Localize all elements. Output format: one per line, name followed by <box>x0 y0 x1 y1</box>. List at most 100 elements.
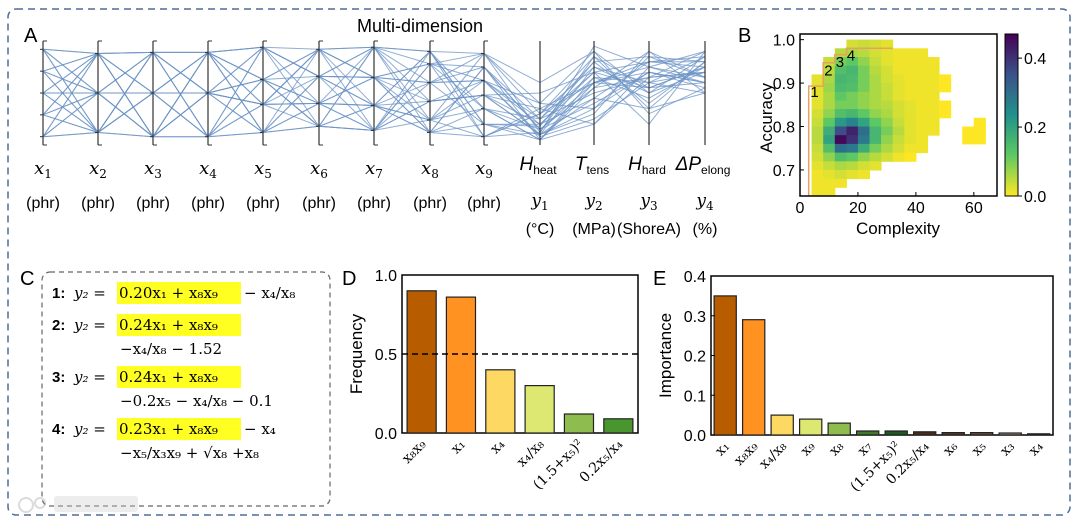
heatmap-cell <box>857 143 870 154</box>
heatmap-cell <box>892 65 905 75</box>
heatmap-cell <box>857 117 870 127</box>
heatmap-cell <box>811 178 824 188</box>
output-name: ΔP <box>675 154 702 175</box>
heatmap-cell <box>834 48 847 58</box>
x-tick-label: x₈x₉ <box>731 438 762 469</box>
equation-lhs: y₂ = <box>73 284 106 302</box>
panel-label-c: C <box>20 268 34 290</box>
heatmap-cell <box>915 135 928 145</box>
y-axis-label: Accuracy <box>757 83 776 153</box>
x-tick-label: x₈x₉ <box>399 436 430 467</box>
heatmap-cell <box>892 74 905 84</box>
bar <box>798 418 823 436</box>
heatmap-cell <box>927 126 940 136</box>
bar <box>998 432 1022 436</box>
heatmap-cell <box>881 39 894 49</box>
heatmap-cell <box>904 74 917 84</box>
symbol: x <box>34 158 44 179</box>
heatmap-cell <box>973 126 986 136</box>
heatmap-cell <box>904 109 917 119</box>
equation-lhs: y₂ = <box>73 316 106 334</box>
symbol-subscript: 4 <box>209 167 217 181</box>
heatmap-cell <box>857 169 870 180</box>
heatmap-cell <box>823 169 836 180</box>
input-symbol-label: x7 <box>365 158 383 181</box>
input-symbol-label: x2 <box>89 158 107 181</box>
bar <box>884 430 908 436</box>
pareto-point-label: 3 <box>836 54 844 71</box>
unit-label: (phr) <box>246 195 280 212</box>
heatmap-frame <box>799 33 998 197</box>
y-tick-label: 0.5 <box>375 347 397 364</box>
heatmap-cell <box>892 57 905 67</box>
heatmap-cell <box>846 100 859 110</box>
x-tick-label: x₃ <box>997 439 1018 460</box>
x-tick-label: 60 <box>965 200 983 217</box>
symbol: x <box>254 158 264 179</box>
y-tick-label: 0.0 <box>375 426 397 443</box>
heatmap-cell <box>973 117 986 127</box>
heatmap-cell <box>823 161 836 171</box>
heatmap-cell <box>881 91 894 101</box>
heatmap-cell <box>881 117 894 127</box>
symbol-subscript: 1 <box>44 167 52 181</box>
heatmap-cell <box>915 91 928 101</box>
equation-lhs: y₂ = <box>73 420 106 438</box>
heatmap-cell <box>857 100 870 110</box>
bar <box>713 295 737 436</box>
heatmap-ticks: 0 20 40 60 0.7 0.8 0.9 1.0 <box>773 33 983 217</box>
heatmap-cell <box>904 83 917 93</box>
heatmap-cell <box>892 135 905 145</box>
input-symbol-label: x1 <box>34 158 52 181</box>
output-name: H <box>628 154 642 175</box>
pareto-point-label: 1 <box>810 84 818 101</box>
heatmap-cell <box>904 91 917 101</box>
heatmap-cell <box>869 74 882 84</box>
heatmap-cell <box>823 152 836 162</box>
heatmap-cell <box>939 83 952 93</box>
output-name-label: ΔPelong <box>675 154 731 177</box>
output-symbol-label: y3 <box>639 191 657 213</box>
equation-rest: − x₄ <box>244 420 276 438</box>
heatmap-cell <box>892 83 905 93</box>
heatmap-cell <box>892 126 905 136</box>
heatmap-cell <box>927 100 940 110</box>
equation-highlighted-term: 0.23x₁ + x₈x₉ <box>119 420 218 438</box>
equations-box: 1: y₂ = 0.20x₁ + x₈x₉ − x₄/x₈ 2: y₂ = 0.24x₁ +… <box>41 271 331 507</box>
heatmap-plot: 12 3 4 0 20 40 60 0.7 0.8 0.9 1.0 Complexity Accu… <box>757 33 1046 238</box>
output-symbol-label: y2 <box>584 191 602 213</box>
heatmap-cell <box>892 100 905 110</box>
output-name: H <box>519 154 533 175</box>
symbol-subscript: 3 <box>650 199 658 213</box>
unit-label: (phr) <box>413 195 447 212</box>
heatmap-cell <box>846 83 859 93</box>
heatmap-cell <box>881 57 894 67</box>
heatmap-cell <box>892 152 905 162</box>
heatmap-cell <box>811 109 824 119</box>
unit-label: (phr) <box>191 195 225 212</box>
heatmap-cell <box>939 74 952 84</box>
heatmap-cell <box>834 65 847 75</box>
equation-2: 2: y₂ = 0.24x₁ + x₈x₉ −x₄/x₈ − 1.52 <box>52 314 241 358</box>
bar <box>563 413 595 434</box>
parallel-axes <box>40 40 706 146</box>
bar <box>941 432 965 436</box>
heatmap-cell <box>846 117 859 127</box>
unit-label: (°C) <box>526 221 555 238</box>
heatmap-cell <box>927 117 940 127</box>
heatmap-cell <box>869 48 882 58</box>
heatmap-cell <box>892 91 905 101</box>
heatmap-cell <box>834 74 847 84</box>
bar <box>912 431 937 436</box>
heatmap-cell <box>823 135 836 145</box>
unit-label: (phr) <box>136 195 170 212</box>
y-tick-label: 0.0 <box>684 428 706 445</box>
heatmap-cell <box>811 187 824 197</box>
unit-label: (phr) <box>357 195 391 212</box>
x-tick-label: 0 <box>796 200 805 217</box>
heatmap-cell <box>846 65 859 75</box>
heatmap-cell <box>846 109 859 119</box>
input-symbol-label: x4 <box>199 158 217 181</box>
bar <box>855 430 880 436</box>
